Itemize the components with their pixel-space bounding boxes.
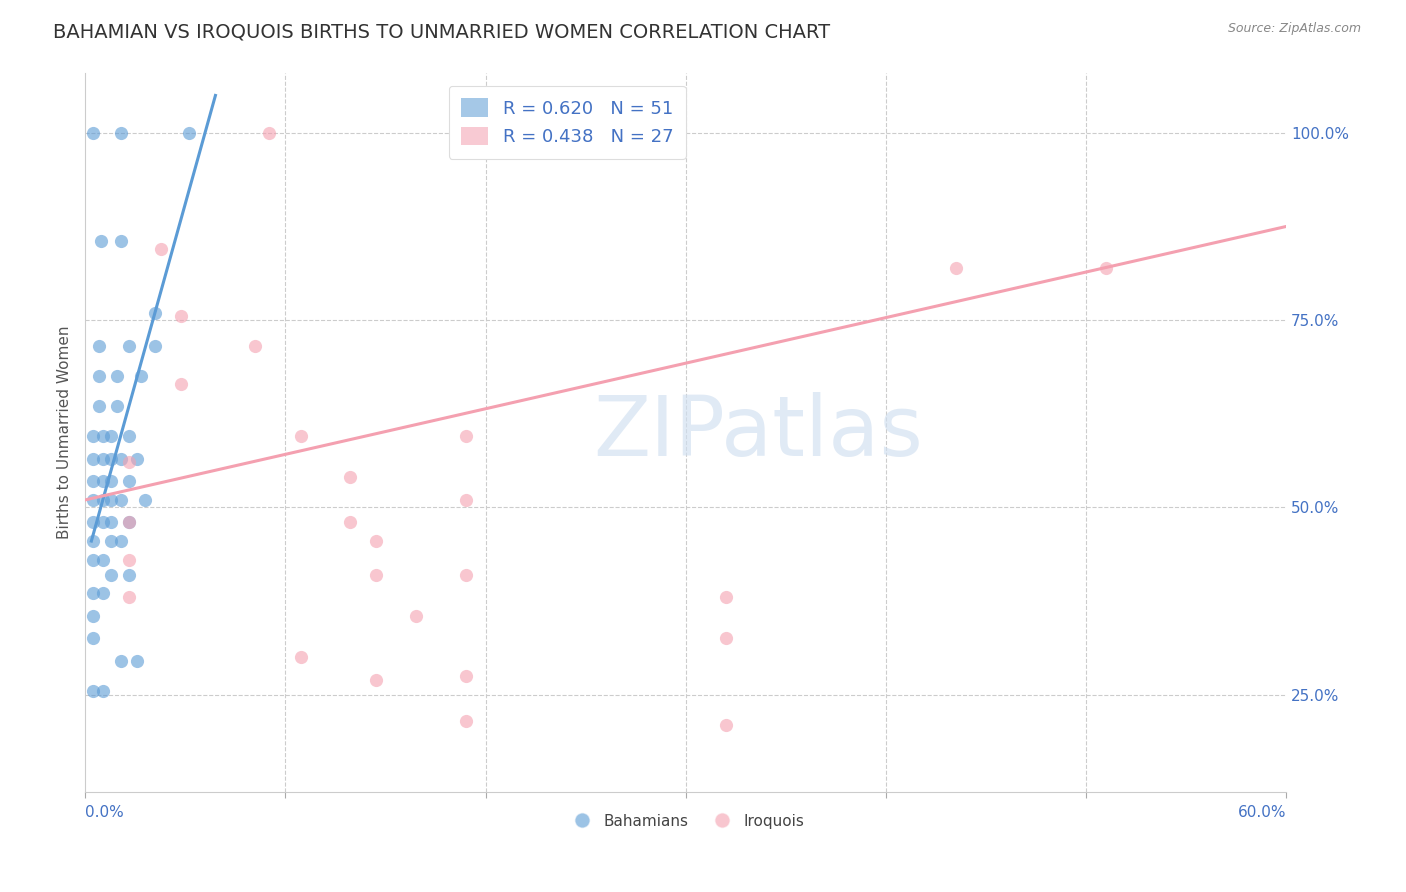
Point [454,429,477,443]
Point [118,455,141,469]
Text: 0.0%: 0.0% [86,805,124,821]
Text: BAHAMIAN VS IROQUOIS BIRTHS TO UNMARRIED WOMEN CORRELATION CHART: BAHAMIAN VS IROQUOIS BIRTHS TO UNMARRIED… [53,22,831,41]
Point [110,451,132,466]
Point [82,516,104,530]
Point [150,242,173,256]
Point [100,534,122,549]
Point [100,567,122,582]
Point [82,474,104,488]
Point [82,451,104,466]
Point [364,673,387,687]
Point [127,451,149,466]
Point [82,683,104,698]
Point [110,654,132,668]
Point [93,474,115,488]
Point [100,474,122,488]
Point [100,451,122,466]
Point [145,305,167,319]
Point [93,683,115,698]
Point [118,429,141,443]
Point [714,591,737,605]
Text: Source: ZipAtlas.com: Source: ZipAtlas.com [1227,22,1361,36]
Point [714,717,737,731]
Point [82,553,104,567]
Point [110,126,132,140]
Point [714,632,737,646]
Point [364,534,387,549]
Point [170,376,193,391]
Point [118,516,141,530]
Point [82,586,104,600]
Point [290,429,312,443]
Point [93,553,115,567]
Point [100,516,122,530]
Point [118,339,141,353]
Point [259,126,281,140]
Point [93,516,115,530]
Point [110,492,132,507]
Point [93,429,115,443]
Point [82,632,104,646]
Text: 60.0%: 60.0% [1237,805,1286,821]
Point [118,516,141,530]
Point [1095,260,1118,275]
Point [364,567,387,582]
Point [100,429,122,443]
Point [454,669,477,683]
Point [118,474,141,488]
Point [127,654,149,668]
Point [179,126,201,140]
Y-axis label: Births to Unmarried Women: Births to Unmarried Women [58,326,72,540]
Point [454,567,477,582]
Point [105,399,128,413]
Point [339,516,361,530]
Point [82,609,104,624]
Text: ZIPatlas: ZIPatlas [593,392,922,473]
Point [339,470,361,484]
Point [90,235,112,249]
Point [82,126,104,140]
Point [82,492,104,507]
Point [93,492,115,507]
Point [82,534,104,549]
Point [110,235,132,249]
Point [170,310,193,324]
Point [945,260,967,275]
Point [89,399,111,413]
Point [89,369,111,384]
Point [118,591,141,605]
Point [134,492,156,507]
Point [100,492,122,507]
Point [118,553,141,567]
Point [110,534,132,549]
Point [93,586,115,600]
Point [405,609,427,624]
Point [454,714,477,728]
Point [454,492,477,507]
Point [93,451,115,466]
Point [145,339,167,353]
Point [82,429,104,443]
Point [131,369,153,384]
Point [118,567,141,582]
Point [290,650,312,665]
Point [245,339,267,353]
Point [105,369,128,384]
Legend: Bahamians, Iroquois: Bahamians, Iroquois [561,807,810,835]
Point [89,339,111,353]
